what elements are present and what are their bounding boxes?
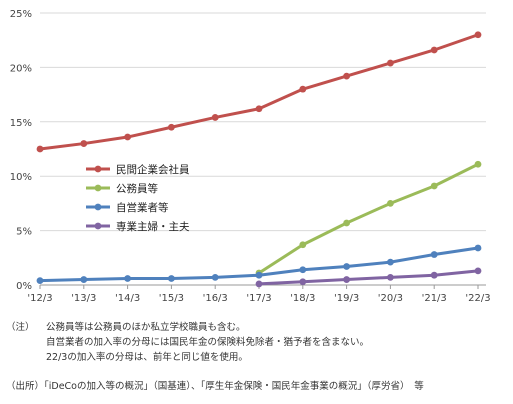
- x-tick-label: '20/3: [378, 293, 403, 304]
- data-point: [80, 140, 88, 147]
- data-point: [343, 276, 350, 283]
- data-point: [168, 123, 175, 131]
- x-tick-label: '18/3: [290, 293, 315, 304]
- note-line-2: 自営業者の加入率の分母には国民年金の保険料免除者・猶予者を含まない。: [46, 337, 370, 348]
- data-point: [80, 276, 88, 283]
- legend-label: 自営業者等: [116, 201, 169, 214]
- data-point: [343, 72, 350, 80]
- data-point: [387, 200, 394, 207]
- data-point: [387, 59, 394, 67]
- note-row-3: 22/3の加入率の分母は、前年と同じ値を使用。: [6, 350, 511, 365]
- x-tick-label: '14/3: [115, 293, 140, 304]
- data-point: [387, 258, 394, 266]
- y-tick-label: 5%: [16, 227, 32, 238]
- x-tick-label: '22/3: [465, 293, 490, 304]
- x-tick-label: '17/3: [246, 293, 271, 304]
- line-chart: 0% 5% 10% 15% 20% 25% '12/3 '13/3 '14/3 '15/3 '16…: [10, 9, 491, 304]
- data-point: [211, 114, 219, 121]
- x-tick-label: '12/3: [27, 293, 52, 304]
- data-point: [474, 244, 482, 252]
- note-row-1: （注） 公務員等は公務員のほか私立学校職員も含む。: [6, 320, 511, 335]
- data-point: [474, 31, 482, 39]
- data-point: [430, 251, 438, 258]
- legend-marker: [94, 184, 102, 192]
- data-point: [211, 273, 219, 281]
- legend-marker: [94, 203, 102, 211]
- data-point: [430, 46, 438, 54]
- y-tick-label: 25%: [10, 9, 32, 20]
- notes-block: （注） 公務員等は公務員のほか私立学校職員も含む。 自営業者の加入率の分母には国…: [6, 320, 511, 365]
- data-point: [299, 278, 307, 286]
- y-axis-ticks: 0% 5% 10% 15% 20% 25%: [10, 9, 32, 292]
- data-point: [299, 241, 307, 249]
- note-row-2: 自営業者の加入率の分母には国民年金の保険料免除者・猶予者を含まない。: [6, 335, 511, 350]
- series-group: [36, 31, 482, 288]
- y-tick-label: 10%: [10, 172, 32, 183]
- data-point: [36, 145, 44, 153]
- data-point: [343, 263, 350, 270]
- x-tick-label: '13/3: [71, 293, 96, 304]
- y-tick-label: 0%: [16, 281, 32, 292]
- note-line-3: 22/3の加入率の分母は、前年と同じ値を使用。: [46, 352, 248, 363]
- x-axis-ticks: '12/3 '13/3 '14/3 '15/3 '16/3 '17/3 '18/3 '19/3…: [27, 293, 490, 304]
- data-point: [255, 271, 263, 279]
- legend-label: 民間企業会社員: [116, 163, 190, 176]
- note-line-1: 公務員等は公務員のほか私立学校職員も含む。: [46, 322, 246, 333]
- grid-lines: [39, 12, 486, 289]
- legend-label: 専業主婦・主夫: [116, 220, 190, 233]
- data-point: [36, 277, 44, 285]
- data-point: [255, 280, 263, 288]
- data-point: [124, 275, 131, 282]
- data-point: [474, 160, 482, 168]
- series-line-2: [257, 162, 480, 275]
- series-line-1: [38, 33, 480, 151]
- data-point: [299, 266, 307, 274]
- legend-marker: [94, 222, 102, 230]
- legend-label: 公務員等: [116, 182, 158, 195]
- data-point: [474, 267, 482, 275]
- data-point: [255, 105, 263, 113]
- data-point: [430, 271, 438, 279]
- x-tick-label: '16/3: [203, 293, 228, 304]
- data-point: [168, 275, 175, 282]
- legend-marker: [94, 165, 102, 173]
- data-point: [299, 85, 307, 93]
- data-point: [387, 273, 394, 281]
- notes-lead: （注）: [6, 322, 35, 333]
- data-point: [343, 219, 350, 227]
- y-tick-label: 20%: [10, 63, 32, 74]
- x-tick-label: '15/3: [159, 293, 184, 304]
- series-line-4: [257, 269, 480, 286]
- y-tick-label: 15%: [10, 118, 32, 129]
- x-tick-label: '19/3: [334, 293, 359, 304]
- x-tick-label: '21/3: [422, 293, 447, 304]
- data-point: [430, 182, 438, 190]
- source-note: （出所）「iDeCoの加入等の概況」（国基連）、「厚生年金保険・国民年金事業の概…: [6, 381, 424, 392]
- data-point: [124, 133, 131, 141]
